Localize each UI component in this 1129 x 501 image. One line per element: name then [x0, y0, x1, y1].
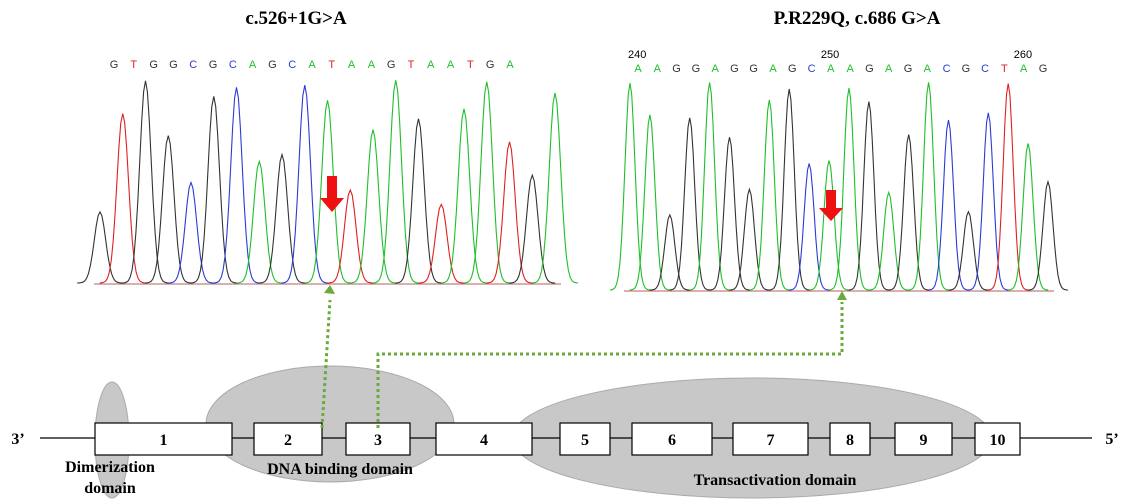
- exon-label: 8: [846, 432, 854, 449]
- peak: [487, 142, 533, 283]
- base-letter: G: [788, 63, 797, 75]
- exon-label: 9: [920, 432, 928, 449]
- peak: [988, 84, 1028, 290]
- base-letter: G: [169, 59, 178, 71]
- domain-label: Dimerization: [65, 459, 155, 476]
- base-letter: A: [348, 59, 356, 71]
- exon-label: 10: [990, 432, 1006, 449]
- exon-label: 6: [668, 432, 676, 449]
- base-letter: G: [149, 59, 158, 71]
- exon-label: 7: [767, 432, 775, 449]
- peak: [690, 83, 730, 290]
- peak: [100, 114, 146, 283]
- peak: [928, 120, 968, 290]
- base-letter: C: [808, 63, 816, 75]
- peak: [670, 118, 710, 290]
- base-letter: G: [672, 63, 681, 75]
- peak: [373, 80, 419, 283]
- base-letter: G: [962, 63, 971, 75]
- base-letter: A: [846, 63, 854, 75]
- panel-title: c.526+1G>A: [245, 8, 347, 29]
- peak: [441, 109, 487, 283]
- base-letter: G: [904, 63, 913, 75]
- base-letter: G: [865, 63, 874, 75]
- base-letter: A: [427, 59, 435, 71]
- gene-end: 5’: [1105, 431, 1118, 448]
- mutation-arrow: [819, 190, 843, 221]
- base-letter: G: [1039, 63, 1048, 75]
- peak: [77, 212, 123, 283]
- peak: [396, 119, 442, 283]
- base-letter: A: [447, 59, 455, 71]
- exon-label: 5: [581, 432, 589, 449]
- base-letter: C: [943, 63, 951, 75]
- base-letter: A: [924, 63, 932, 75]
- base-letter: G: [486, 59, 495, 71]
- base-letter: T: [467, 59, 474, 71]
- base-letter: G: [268, 59, 277, 71]
- domain-label: domain: [84, 480, 136, 497]
- base-letter: A: [885, 63, 893, 75]
- exon-label: 4: [480, 432, 488, 449]
- peak: [145, 136, 191, 283]
- base-letter: G: [730, 63, 739, 75]
- mutation-arrow: [320, 176, 344, 212]
- peak: [909, 82, 949, 290]
- base-letter: A: [634, 63, 642, 75]
- base-letter: G: [749, 63, 758, 75]
- panel-title: P.R229Q, c.686 G>A: [774, 8, 941, 29]
- base-letter: C: [229, 59, 237, 71]
- peak: [123, 81, 169, 283]
- position-label: 260: [1014, 49, 1032, 61]
- peak: [1008, 144, 1048, 291]
- base-letter: G: [110, 59, 119, 71]
- connector-head: [837, 291, 847, 300]
- base-letter: C: [288, 59, 296, 71]
- peak: [650, 215, 690, 290]
- chromatograms: [77, 80, 1068, 291]
- base-letter: C: [981, 63, 989, 75]
- gene-end: 3’: [11, 431, 24, 448]
- base-letter: C: [189, 59, 197, 71]
- base-letter: A: [249, 59, 257, 71]
- base-letter: G: [692, 63, 701, 75]
- position-label: 240: [628, 49, 646, 61]
- peak: [968, 113, 1008, 290]
- base-letter: T: [328, 59, 335, 71]
- peak: [710, 137, 750, 290]
- peak: [630, 115, 670, 290]
- base-letter: T: [130, 59, 137, 71]
- connector-head: [324, 285, 335, 294]
- peak: [948, 212, 988, 290]
- base-letter: A: [769, 63, 777, 75]
- base-letter: T: [1001, 63, 1008, 75]
- peak: [610, 83, 650, 290]
- base-letter: G: [387, 59, 396, 71]
- domain-label: DNA binding domain: [267, 461, 413, 478]
- base-letter: A: [368, 59, 376, 71]
- peak: [1028, 182, 1068, 290]
- peak: [464, 82, 510, 283]
- base-letter: A: [827, 63, 835, 75]
- peak: [350, 130, 396, 283]
- base-letter: A: [506, 59, 514, 71]
- base-letter: T: [408, 59, 415, 71]
- domain-label: Transactivation domain: [694, 472, 857, 489]
- base-letter: A: [654, 63, 662, 75]
- peak: [532, 93, 578, 283]
- base-letter: A: [308, 59, 316, 71]
- peak: [418, 204, 464, 283]
- position-label: 250: [821, 49, 839, 61]
- base-letter: A: [1020, 63, 1028, 75]
- exon-label: 1: [160, 432, 168, 449]
- base-letter: G: [209, 59, 218, 71]
- peak: [889, 135, 929, 290]
- figure: c.526+1G>A P.R229Q, c.686 G>A 1 2 3 4 5 6 7 8 9 1…: [0, 0, 1129, 501]
- base-letter: A: [711, 63, 719, 75]
- exon-label: 2: [284, 432, 292, 449]
- exon-label: 3: [374, 432, 382, 449]
